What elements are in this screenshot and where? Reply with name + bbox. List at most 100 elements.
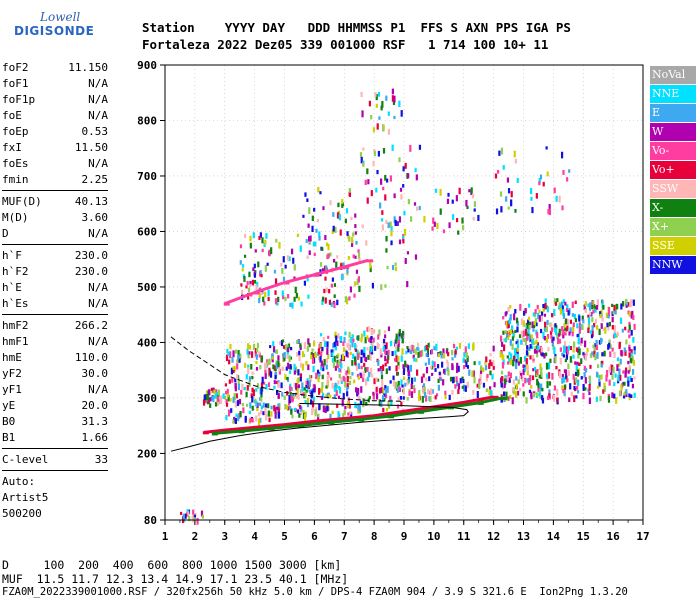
echo-point (348, 191, 352, 197)
echo-point (568, 169, 571, 173)
param-value: N/A (88, 281, 108, 294)
echo-point (269, 345, 272, 349)
echo-point (376, 123, 379, 130)
echo-point (239, 353, 242, 360)
echo-point (276, 380, 279, 385)
echo-point (292, 395, 295, 399)
echo-point (436, 364, 440, 369)
echo-point (492, 366, 495, 370)
echo-point (402, 239, 405, 244)
echo-point (333, 355, 336, 363)
echo-point (410, 383, 413, 390)
echo-point (370, 345, 373, 353)
echo-point (505, 196, 508, 202)
echo-point (395, 381, 398, 389)
echo-point (442, 352, 446, 359)
echo-point (262, 381, 266, 385)
echo-point (556, 298, 559, 302)
echo-point (524, 339, 528, 346)
echo-point (434, 395, 437, 400)
echo-point (587, 317, 591, 324)
echo-point (522, 310, 526, 316)
param-value: 40.13 (74, 195, 108, 208)
echo-point (398, 334, 401, 342)
echo-point (244, 417, 247, 423)
echo-point (427, 388, 430, 395)
echo-point (242, 407, 245, 414)
x-tick-label: 12 (487, 530, 500, 543)
echo-point (370, 190, 373, 197)
echo-point (377, 91, 381, 97)
x-tick-label: 10 (427, 530, 440, 543)
echo-point (393, 115, 396, 120)
echo-point (556, 397, 559, 403)
echo-point (384, 385, 387, 391)
echo-point (537, 312, 540, 320)
echo-point (628, 365, 631, 372)
echo-point (266, 360, 269, 365)
echo-point (517, 361, 521, 366)
echo-point (330, 349, 333, 353)
param-name: yE (2, 399, 16, 412)
echo-point (401, 348, 404, 355)
echo-point (611, 316, 614, 323)
echo-point (554, 323, 557, 328)
echo-point (261, 376, 264, 384)
echo-point (542, 181, 545, 187)
echo-point (507, 206, 510, 210)
echo-point (534, 309, 537, 315)
echo-point (561, 305, 564, 312)
echo-point (299, 343, 302, 348)
echo-point (631, 383, 635, 389)
echo-point (446, 361, 449, 368)
echo-point (500, 370, 504, 375)
echo-point (288, 395, 291, 402)
echo-point (358, 395, 361, 400)
echo-point (627, 380, 630, 387)
echo-point (500, 381, 503, 387)
echo-point (590, 334, 594, 339)
echo-point (507, 306, 510, 312)
echo-point (572, 326, 575, 333)
echo-point (334, 365, 337, 371)
echo-point (423, 386, 426, 393)
echo-point (364, 378, 368, 386)
echo-point (256, 281, 259, 287)
echo-point (225, 399, 228, 404)
echo-point (237, 354, 240, 360)
echo-point (275, 349, 278, 355)
echo-point (473, 208, 476, 212)
echo-point (499, 335, 503, 342)
echo-point (297, 369, 300, 376)
echo-point (318, 231, 321, 238)
echo-point (490, 390, 493, 397)
echo-point (342, 347, 346, 353)
echo-point (319, 333, 323, 337)
echo-point (284, 264, 287, 269)
echo-point (331, 382, 334, 389)
echo-point (485, 375, 489, 382)
auto-scaling-line3: 500200 (2, 507, 42, 520)
echo-point (314, 241, 317, 247)
echo-point (514, 208, 517, 213)
echo-point (237, 383, 241, 391)
echo-point (328, 394, 331, 398)
echo-point (338, 413, 341, 418)
echo-point (495, 208, 499, 215)
echo-point (342, 341, 345, 347)
echo-point (525, 397, 528, 404)
echo-point (345, 387, 349, 391)
echo-point (594, 343, 597, 350)
echo-point (387, 349, 390, 356)
echo-point (542, 303, 545, 308)
echo-point (590, 353, 593, 358)
legend-item-vo: Vo+ (650, 161, 696, 179)
echo-point (310, 390, 314, 398)
echo-point (306, 401, 310, 408)
echo-point (353, 379, 356, 384)
echo-point (548, 393, 551, 398)
echo-point (572, 373, 575, 380)
echo-point (256, 402, 259, 409)
echo-point (356, 278, 359, 285)
echo-point (267, 289, 270, 297)
